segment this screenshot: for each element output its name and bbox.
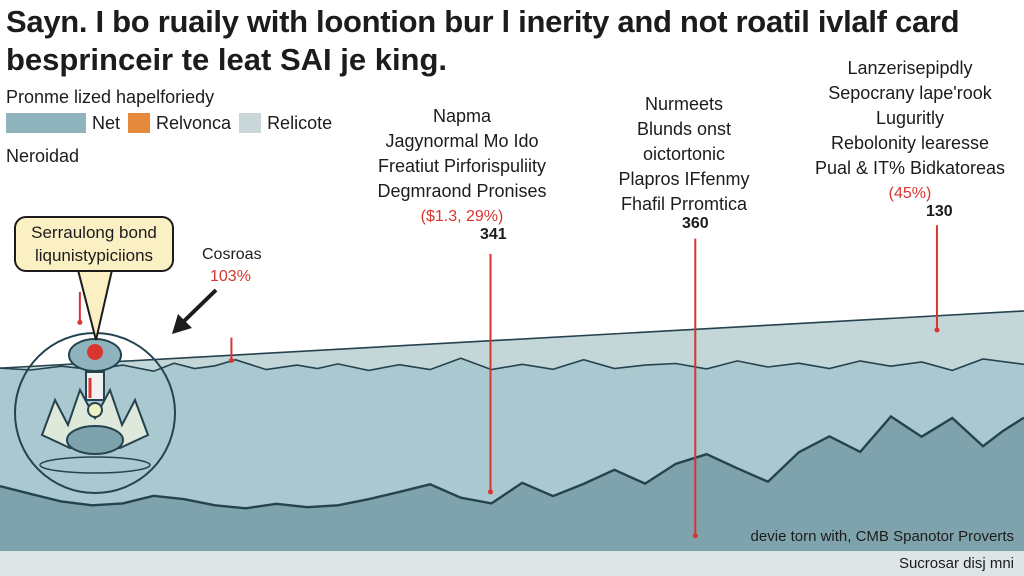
legend-swatch-relicote [239,113,262,133]
trend-line [0,310,1024,369]
annotation-3-value: (45%) [888,185,932,202]
marker-dot-130 [934,327,940,333]
annotation-3-line: Pual & IT% Bidkatoreas [814,158,1006,178]
legend-note: Neroidad [6,146,80,166]
annotation-1-line: Jagynormal Mo Ido [385,131,539,151]
marker-dot-341 [487,489,493,495]
chart-title-line-2: besprinceir te leat SAI je king. [6,42,448,77]
annotation-3-line: Lanzerisepipdly [847,58,973,78]
legend-swatch-relvonca [128,113,151,133]
footer-strip [0,551,1024,576]
pointer-arrow-icon [172,288,218,334]
annotation-2-line: Blunds onst [636,119,732,139]
annotation-3-line: Luguritly [875,108,945,128]
callout-pointer [76,269,114,341]
net-series-line [0,357,1024,373]
marker-dot-103 [77,319,83,325]
annotation-1-line: Degmraond Pronises [377,181,547,201]
annotation-1-line: Napma [432,106,492,126]
data-label-341: 341 [480,226,507,243]
relvonca-series-line [0,414,1024,510]
annotation-2: Nurmeets Blunds onst oictortonic Plapros… [584,92,784,217]
legend: Net Relvonca Relicote [6,112,332,134]
annotation-3-line: Rebolonity learesse [830,133,990,153]
callout-box: Serraulong bond liqunistypiciions [14,216,174,272]
legend-label-relicote: Relicote [267,112,333,133]
legend-swatch-net [6,113,86,133]
marker-dot-360 [692,533,698,539]
legend-label-net: Net [92,112,121,133]
annotation-1-line: Freatiut Pirforispuliity [377,156,547,176]
annotation-2-line: oictortonic [642,144,726,164]
data-label-130: 130 [926,203,953,220]
marker-dot-Cosroas [228,358,234,363]
callout-label: Cosroas [202,246,262,263]
annotation-3: Lanzerisepipdly Sepocrany lape'rook Lugu… [800,56,1020,206]
annotation-2-line: Plapros IFfenmy [618,169,750,189]
callout-line-1: Serraulong bond [31,223,157,242]
annotation-1: Napma Jagynormal Mo Ido Freatiut Pirfori… [362,104,562,229]
annotation-2-line: Nurmeets [644,94,724,114]
legend-title: Pronme lized hapelforiedy [6,87,215,107]
lotus-emblem-icon [14,332,176,494]
footer-label: Sucrosar disj mni [898,555,1014,572]
source-note: devie torn with, CMB Spanotor Proverts [750,528,1014,545]
callout-value: 103% [210,268,251,285]
callout-line-2: liqunistypiciions [34,246,154,265]
chart-title-line-1: Sayn. I bo ruaily with loontion bur l in… [6,4,960,39]
legend-label-relvonca: Relvonca [156,112,232,133]
annotation-3-line: Sepocrany lape'rook [828,83,992,103]
annotation-1-value: ($1.3, 29%) [420,208,504,225]
relvonca-band [0,416,1024,551]
annotation-2-line: Fhafil Prromtica [620,194,748,214]
data-label-360: 360 [682,215,709,232]
